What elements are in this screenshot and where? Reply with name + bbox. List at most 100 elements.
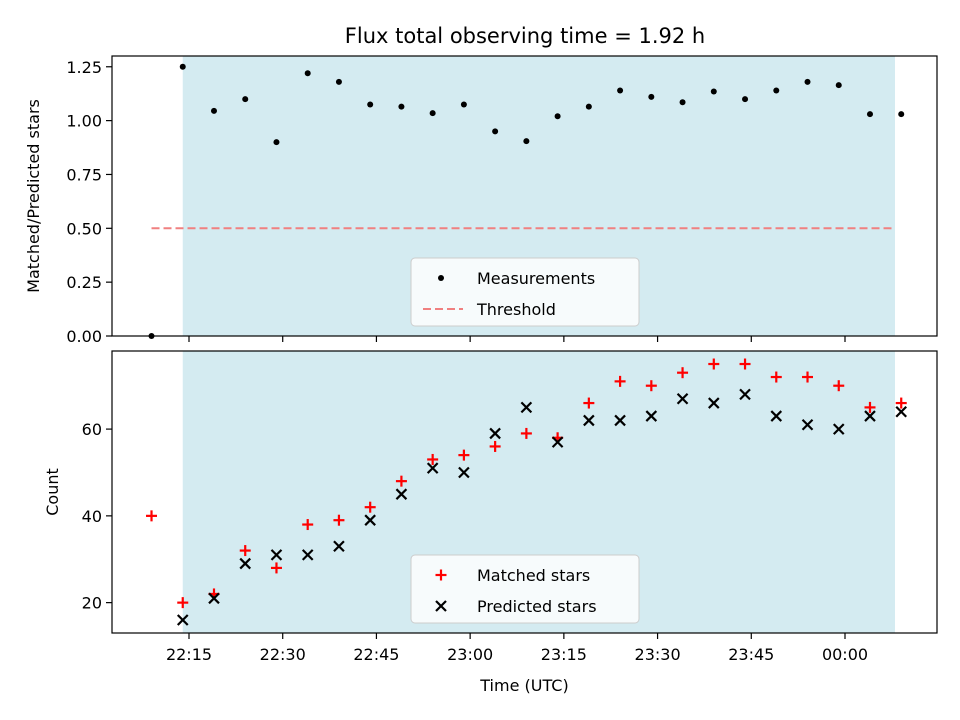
predicted-star-point xyxy=(801,418,814,431)
x-axis-label: Time (UTC) xyxy=(479,676,568,695)
measurement-point xyxy=(773,87,780,94)
predicted-star-point xyxy=(864,410,876,422)
legend-label: Predicted stars xyxy=(477,597,597,616)
matched-star-point xyxy=(270,562,282,574)
y-tick-label: 40 xyxy=(82,507,102,526)
y-tick-label: 1.25 xyxy=(66,58,102,77)
x-tick-label: 22:15 xyxy=(166,645,212,664)
marker-d2 xyxy=(458,466,470,479)
ratio-panel: 0.00 0.25 0.50 0.75 1.00 1.25 Matched/Predicte… xyxy=(24,55,938,346)
y-tick-label: 0.50 xyxy=(66,219,102,238)
predicted-star-point xyxy=(676,392,689,405)
measurement-point xyxy=(523,138,530,145)
matched-star-point xyxy=(333,514,345,526)
predicted-star-point xyxy=(301,549,314,561)
legend-label: Measurements xyxy=(477,269,595,288)
x-tick-label: 22:45 xyxy=(353,645,399,664)
measurement-point xyxy=(898,111,905,118)
x-tick-label: 23:45 xyxy=(728,645,774,664)
legend-label: Threshold xyxy=(476,300,556,319)
predicted-star-point xyxy=(708,397,720,409)
marker-d2 xyxy=(614,414,626,427)
y-tick-label: 20 xyxy=(82,594,102,613)
y-axis-label: Count xyxy=(43,468,62,516)
measurement-point xyxy=(554,113,561,120)
predicted-star-point xyxy=(489,427,501,440)
count-panel: 20 40 60 22:15 22:30 22:45 23:00 23:15 23:30 23:4… xyxy=(43,350,938,695)
measurement-point xyxy=(367,101,374,108)
x-tick-label: 00:00 xyxy=(822,645,868,664)
plot-frame xyxy=(111,55,938,337)
marker-d2 xyxy=(676,392,689,405)
predicted-star-point xyxy=(208,592,220,605)
predicted-star-point xyxy=(395,488,408,500)
measurement-point xyxy=(679,99,686,106)
y-tick-label: 0.25 xyxy=(66,273,102,292)
predicted-star-point xyxy=(520,401,533,414)
matched-star-point xyxy=(239,545,251,557)
matched-star-point xyxy=(583,397,595,409)
y-tick-label: 0.75 xyxy=(66,165,102,184)
matched-star-point xyxy=(302,519,314,531)
marker-d2 xyxy=(770,410,783,422)
marker-d2 xyxy=(801,418,814,431)
y-tick-label: 60 xyxy=(82,420,102,439)
marker-d2 xyxy=(395,488,408,500)
predicted-star-point xyxy=(551,436,564,448)
predicted-star-point xyxy=(333,540,345,553)
marker-d2 xyxy=(270,549,283,561)
marker-d2 xyxy=(739,388,751,401)
legend-label: Matched stars xyxy=(477,566,590,585)
legend-predicted-marker xyxy=(435,600,447,612)
x-tick-label: 23:00 xyxy=(447,645,493,664)
measurement-point xyxy=(242,96,249,103)
matched-star-point xyxy=(177,597,189,609)
measurement-point xyxy=(585,103,592,110)
marker-d2 xyxy=(489,427,501,440)
matched-star-point xyxy=(895,397,907,409)
matched-star-point xyxy=(802,371,814,383)
predicted-star-point xyxy=(645,410,658,422)
legend-measurement-marker xyxy=(438,275,444,281)
predicted-star-point xyxy=(176,614,189,626)
marker-d2 xyxy=(551,436,564,448)
matched-star-point xyxy=(739,358,751,370)
marker-d2 xyxy=(708,397,720,409)
measurement-point xyxy=(335,78,342,85)
marker-d2 xyxy=(176,614,189,626)
measurement-point xyxy=(866,111,873,118)
measurement-point xyxy=(460,101,467,108)
measurement-point xyxy=(429,110,436,117)
matched-star-point xyxy=(489,440,501,452)
predicted-star-point xyxy=(770,410,783,422)
measurement-point xyxy=(179,63,186,70)
matched-star-point xyxy=(864,401,876,413)
x-tick-label: 22:30 xyxy=(260,645,306,664)
matched-star-point xyxy=(364,501,376,513)
marker-d2 xyxy=(520,401,533,414)
predicted-star-point xyxy=(832,423,845,435)
marker-d2 xyxy=(208,592,220,605)
marker-d2 xyxy=(364,514,376,526)
matched-star-point xyxy=(677,367,689,379)
marker-d2 xyxy=(864,410,876,422)
matched-star-point xyxy=(708,358,720,370)
predicted-star-point xyxy=(239,557,252,570)
y-tick-label: 0.00 xyxy=(66,327,102,346)
measurement-point xyxy=(210,107,217,114)
y-tick-label: 1.00 xyxy=(66,112,102,131)
chart-title: Flux total observing time = 1.92 h xyxy=(345,24,705,48)
marker-d2 xyxy=(895,405,908,418)
legend-box xyxy=(410,554,640,624)
marker-d2 xyxy=(239,557,252,570)
predicted-star-point xyxy=(614,414,626,427)
marker-d2 xyxy=(583,414,595,427)
measurement-point xyxy=(398,103,405,110)
marker-d2 xyxy=(435,600,447,612)
matched-star-point xyxy=(645,380,657,392)
measurement-point xyxy=(804,78,811,85)
matched-star-point xyxy=(833,380,845,392)
marker-d2 xyxy=(832,423,845,435)
predicted-star-point xyxy=(426,462,439,474)
